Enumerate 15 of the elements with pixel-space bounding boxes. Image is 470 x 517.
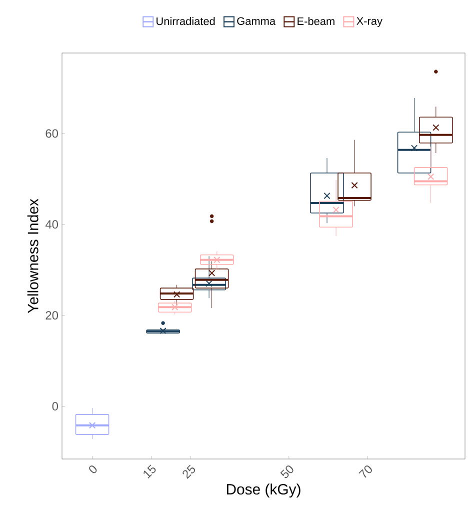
legend-label: X-ray bbox=[356, 17, 382, 28]
y-axis-title: Yellowness Index bbox=[27, 198, 38, 314]
x-tick-label: 25 bbox=[182, 464, 196, 479]
x-tick-label: 15 bbox=[144, 464, 156, 479]
y-tick-label: 20 bbox=[46, 311, 58, 320]
y-tick-label: 40 bbox=[45, 220, 58, 229]
legend-label: Gamma bbox=[237, 17, 276, 25]
x-tick-label: 70 bbox=[358, 466, 372, 478]
x-tick-label: 50 bbox=[280, 466, 294, 478]
x-axis-title: Dose (kGy) bbox=[226, 484, 300, 498]
y-tick-label: 0 bbox=[52, 402, 58, 410]
y-tick-label: 60 bbox=[46, 129, 58, 138]
legend-label: Unirradiated bbox=[156, 17, 215, 26]
x-tick-label: 0 bbox=[89, 465, 97, 474]
legend-label: E-beam bbox=[298, 17, 334, 26]
